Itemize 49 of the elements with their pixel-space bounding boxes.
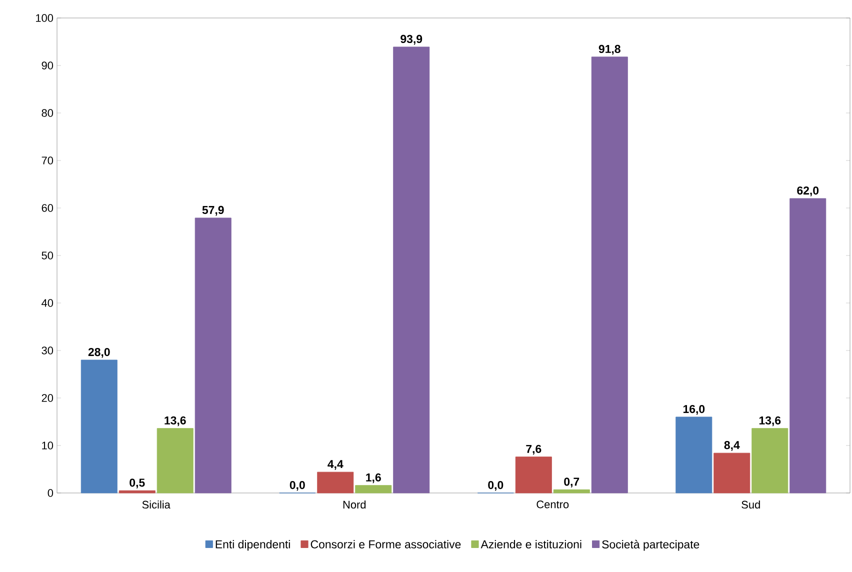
data-label: 62,0 [797,186,819,196]
x-tick-label: Centro [536,500,569,508]
legend-label: Consorzi e Forme associative [310,540,461,548]
legend-label: Enti dipendenti [216,540,290,551]
y-tick-label: 40 [42,299,54,307]
y-tick-label: 90 [42,62,54,70]
bar [714,452,750,494]
data-label: 0,0 [488,480,504,491]
data-label: 0,0 [290,480,305,491]
y-tick-label: 10 [42,442,54,450]
legend-label: Aziende e istituzioni [480,540,582,548]
bar [80,360,118,494]
y-tick-label: 50 [42,252,54,260]
data-label: 1,6 [366,473,381,484]
data-label: 7,6 [526,444,542,455]
y-tick-label: 20 [42,394,54,402]
data-label: 93,9 [400,34,422,45]
x-tick-label: Sud [742,500,760,509]
data-label: 13,6 [164,416,186,426]
y-tick-label: 60 [42,204,54,212]
y-tick-label: 70 [42,156,54,164]
x-tick-label: Sicilia [142,500,170,509]
bar [591,56,628,494]
bar [355,485,392,494]
data-label: 16,0 [683,404,705,415]
bar [118,490,156,494]
y-tick-label: 30 [42,346,54,354]
y-tick-label: 0 [48,489,54,497]
bar [790,198,826,494]
x-tick-label: Nord [343,500,366,509]
bar [752,428,788,494]
data-label: 57,9 [202,206,224,216]
bar [676,416,712,494]
data-label: 8,4 [724,441,740,451]
data-label: 4,4 [328,460,344,470]
bar [515,456,552,494]
y-tick-label: 100 [36,14,54,22]
bar [393,46,430,494]
bar [156,428,194,494]
bar [553,489,590,494]
legend-label: Società partecipate [602,540,700,551]
data-label: 91,8 [598,44,620,55]
bar [317,472,354,494]
data-label: 0,5 [130,478,145,488]
data-label: 0,7 [564,478,580,488]
data-label: 13,6 [759,416,781,426]
data-label: 28,0 [88,348,110,358]
bar [194,218,232,494]
y-tick-label: 80 [42,109,54,117]
